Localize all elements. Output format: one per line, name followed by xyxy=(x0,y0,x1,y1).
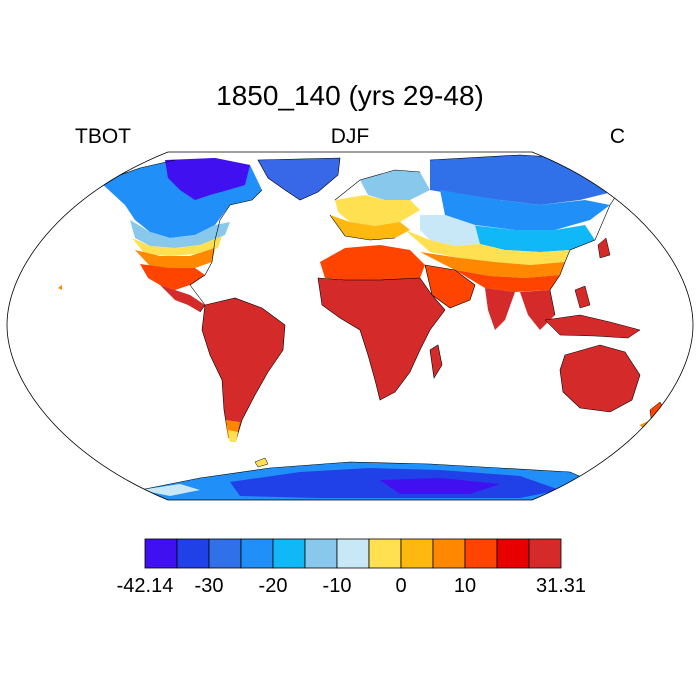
colorbar-swatch xyxy=(368,538,402,569)
colorbar xyxy=(144,538,562,569)
colorbar-swatch xyxy=(496,538,530,569)
colorbar-swatch xyxy=(240,538,274,569)
colorbar-tick-label: -42.14 xyxy=(117,575,174,597)
colorbar-tick-label: -20 xyxy=(259,575,288,597)
variable-label: TBOT xyxy=(75,125,131,148)
colorbar-tick-label: -30 xyxy=(195,575,224,597)
new-zealand xyxy=(649,401,667,426)
colorbar-swatch xyxy=(208,538,242,569)
colorbar-labels: -42.14 -30 -20 -10 0 10 31.31 xyxy=(117,575,586,597)
colorbar-swatch xyxy=(528,538,562,569)
south-america xyxy=(201,297,286,441)
map-outline xyxy=(6,151,694,501)
map-land-layer xyxy=(58,154,667,500)
southeast-asia-islands xyxy=(544,314,641,339)
north-america xyxy=(99,158,263,313)
antarctica xyxy=(139,461,601,500)
colorbar-tick-label: 0 xyxy=(395,575,406,597)
africa xyxy=(317,245,446,401)
colorbar-tick-label: 10 xyxy=(454,575,476,597)
colorbar-swatch xyxy=(432,538,466,569)
colorbar-swatch xyxy=(336,538,370,569)
colorbar-tick-label: 31.31 xyxy=(536,575,586,597)
units-label: C xyxy=(609,125,625,148)
colorbar-swatch xyxy=(144,538,178,569)
colorbar-swatch xyxy=(176,538,210,569)
madagascar xyxy=(429,344,443,379)
colorbar-tick-label: -10 xyxy=(323,575,352,597)
season-label: DJF xyxy=(330,125,370,148)
australia xyxy=(559,344,641,413)
colorbar-swatch xyxy=(272,538,306,569)
europe xyxy=(329,169,430,241)
greenland xyxy=(257,157,341,201)
colorbar-swatch xyxy=(304,538,338,569)
colorbar-swatch xyxy=(400,538,434,569)
plot-title: 1850_140 (yrs 29-48) xyxy=(216,80,484,111)
colorbar-swatch xyxy=(464,538,498,569)
asia xyxy=(405,154,651,330)
